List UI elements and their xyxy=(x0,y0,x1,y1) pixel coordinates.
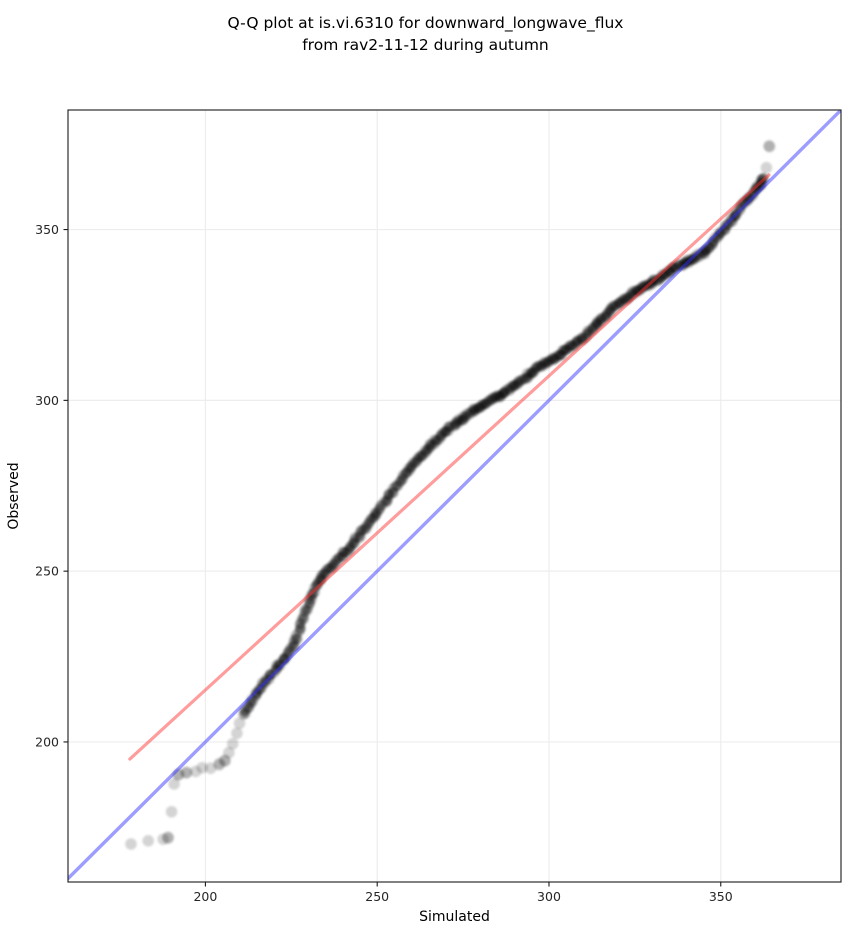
data-point xyxy=(763,140,775,152)
data-point xyxy=(223,746,235,759)
x-axis-label: Simulated xyxy=(419,909,490,925)
data-point xyxy=(168,778,180,790)
chart-title-line1: Q-Q plot at is.vi.6310 for downward_long… xyxy=(227,14,624,32)
data-point xyxy=(231,727,243,740)
x-tick-label: 300 xyxy=(537,889,561,904)
y-tick-label: 250 xyxy=(35,564,59,579)
identity-line xyxy=(68,110,841,881)
data-point xyxy=(180,766,193,779)
data-point xyxy=(226,737,239,750)
y-tick-label: 200 xyxy=(35,734,59,749)
y-axis-label: Observed xyxy=(6,462,22,529)
data-point xyxy=(142,835,155,847)
chart-title: Q-Q plot at is.vi.6310 for downward_long… xyxy=(0,12,851,56)
data-point xyxy=(125,838,137,850)
x-tick-label: 250 xyxy=(365,889,389,904)
y-tick-label: 350 xyxy=(35,222,59,237)
data-point xyxy=(760,161,773,174)
plot-border xyxy=(67,109,842,883)
data-point xyxy=(196,761,208,774)
chart-title-line2: from rav2-11-12 during autumn xyxy=(302,36,549,54)
y-axis: 200 250 300 350 Observed xyxy=(6,222,68,749)
data-point xyxy=(165,805,178,818)
x-tick-label: 350 xyxy=(709,889,733,904)
data-point xyxy=(162,831,174,844)
data-point xyxy=(233,717,246,730)
data-point xyxy=(758,173,769,184)
scatter-points xyxy=(125,140,776,850)
y-tick-label: 300 xyxy=(35,393,59,408)
fit-line xyxy=(128,173,771,761)
x-axis: 200 250 300 350 Simulated xyxy=(193,882,733,925)
x-tick-label: 200 xyxy=(193,889,217,904)
